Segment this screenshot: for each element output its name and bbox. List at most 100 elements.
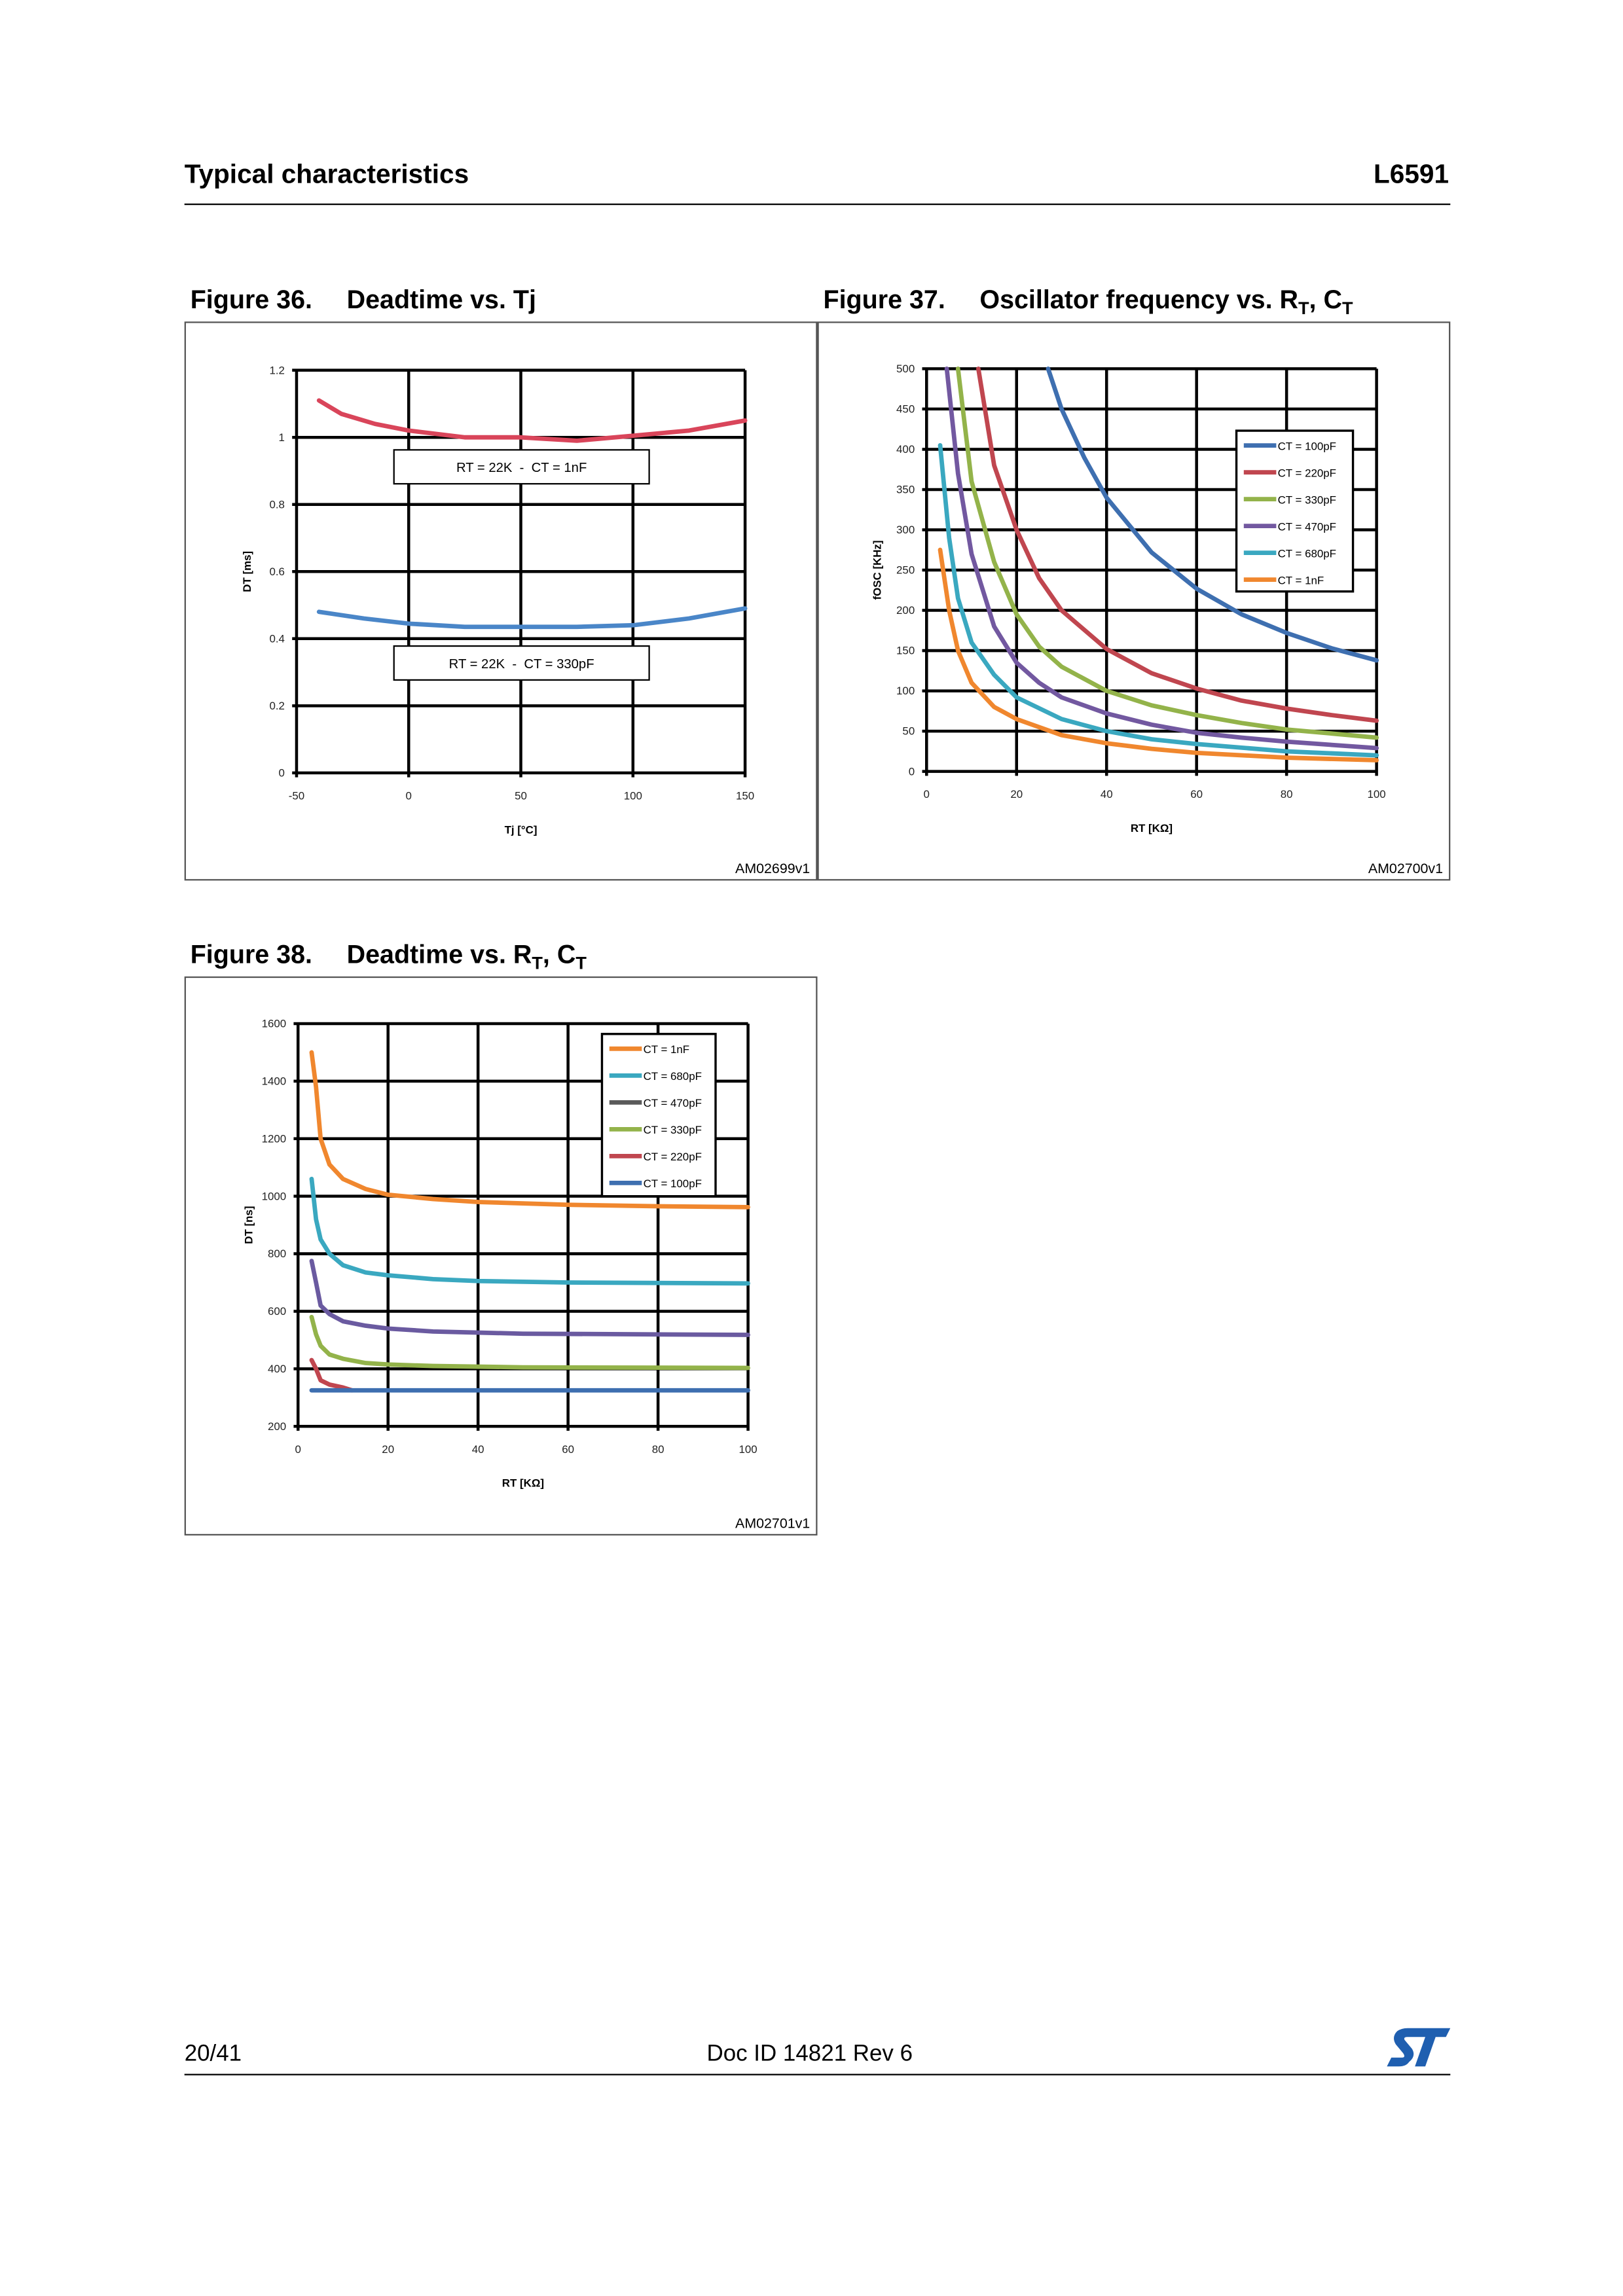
subscript: T [575,952,587,974]
x-tick-label: -50 [289,789,304,802]
series-line-ct-470pf [309,1259,750,1337]
annotation-label: RT = 22K - CT = 330pF [449,657,594,672]
y-tick-label: 100 [896,685,915,697]
legend-label: CT = 680pF [644,1070,702,1083]
y-tick-label: 150 [896,645,915,657]
y-tick-label: 1 [279,431,285,444]
annotation-label: RT = 22K - CT = 1nF [456,461,587,475]
x-tick-label: 40 [1101,788,1113,800]
x-tick-label: 100 [1368,788,1386,800]
x-tick-label: 80 [1281,788,1293,800]
subscript: T [1341,298,1353,319]
figure-36-chart: 0 0.2 0.4 0.6 0.8 1 1.2 -50 0 50 100 150 Tj [°C] DT [… [184,321,818,881]
figure-code: AM02699v1 [735,861,810,876]
figure-caption-part: , C [1309,284,1342,315]
x-axis-label: RT [KΩ] [1131,822,1173,834]
series-line-0 [316,398,748,443]
legend-label: CT = 220pF [644,1151,702,1163]
x-tick-label: 40 [472,1443,484,1456]
legend-label: CT = 330pF [1278,493,1336,506]
doc-id: Doc ID 14821 Rev 6 [706,2041,913,2067]
x-tick-label: 0 [406,789,412,802]
legend-label: CT = 100pF [644,1177,702,1190]
series-line-ct-330pf [309,1314,750,1371]
x-tick-label: 60 [1190,788,1203,800]
x-tick-label: 100 [739,1443,757,1456]
y-tick-label: 1600 [262,1018,287,1030]
series-line-ct-680pf [309,1176,750,1286]
legend-label: CT = 220pF [1278,467,1336,479]
y-tick-label: 250 [896,564,915,577]
figure-caption: Oscillator frequency vs. R [979,284,1298,315]
series-line-1 [316,606,748,630]
y-tick-label: 1000 [262,1190,287,1202]
x-tick-label: 60 [562,1443,574,1456]
legend-box [1235,429,1355,593]
figure-caption: Deadtime vs. R [346,939,532,969]
y-tick-label: 0.8 [269,498,284,511]
y-tick-label: 0.6 [269,565,284,578]
figure-number: Figure 38. [190,939,313,969]
y-axis-label: DT [ms] [241,551,253,592]
y-tick-label: 400 [268,1363,286,1375]
series-line-ct-330pf [955,367,1379,740]
x-tick-label: 20 [382,1443,394,1456]
x-tick-label: 150 [736,789,754,802]
y-tick-label: 0 [909,765,915,778]
subscript: T [1298,298,1309,319]
y-tick-label: 350 [896,484,915,496]
series-line-ct-100pf [1046,367,1379,663]
y-tick-label: 0.4 [269,632,284,645]
y-tick-label: 0 [279,767,285,780]
legend-label: CT = 470pF [1278,520,1336,533]
y-tick-label: 500 [896,363,915,375]
annotation-box [393,645,650,681]
x-tick-label: 100 [624,789,642,802]
y-tick-label: 400 [896,443,915,456]
legend-label: CT = 470pF [644,1097,702,1109]
y-tick-label: 1200 [262,1132,287,1145]
y-tick-label: 200 [268,1420,286,1433]
figure-37-title: Figure 37. Oscillator frequency vs. RT, C… [824,285,1353,319]
figure-caption: Deadtime vs. Tj [346,284,536,315]
series-line-ct-1nf [938,547,1379,762]
legend-label: CT = 330pF [644,1124,702,1136]
st-logo [1387,2028,1451,2067]
x-tick-label: 0 [295,1443,301,1456]
y-axis-label: DT [ns] [242,1206,255,1244]
series-line-ct-220pf [309,1357,355,1393]
x-tick-label: 20 [1010,788,1023,800]
y-tick-label: 200 [896,604,915,617]
x-axis-label: Tj [°C] [505,823,538,836]
x-tick-label: 80 [652,1443,665,1456]
figure-caption-part: , C [542,939,576,969]
figure-number: Figure 37. [823,284,945,315]
figure-code: AM02700v1 [1368,861,1443,876]
figure-code: AM02701v1 [735,1516,810,1532]
y-tick-label: 300 [896,524,915,536]
legend-label: CT = 100pF [1278,440,1336,452]
y-tick-label: 450 [896,403,915,416]
footer-rule [184,2073,1451,2075]
figure-37-chart: 0 50 100 150 200 250 300 350 400 450 500 0 20 40 60 80 1… [817,321,1451,881]
x-tick-label: 50 [515,789,527,802]
series-line-ct-680pf [938,442,1379,758]
y-axis-label: fOSC [KHz] [871,541,883,600]
oscillator-frequency-chart: 0 50 100 150 200 250 300 350 400 450 500 0 20 40 60 80 1… [871,363,1443,876]
y-tick-label: 0.2 [269,700,284,712]
series-line-ct-470pf [944,367,1379,751]
deadtime-vs-rt-chart: 200 400 600 800 1000 1200 1400 1600 0 20 40 60 80 100… [242,1018,810,1532]
figure-38-chart: 200 400 600 800 1000 1200 1400 1600 0 20 40 60 80 100… [184,976,818,1535]
deadtime-vs-tj-chart: 0 0.2 0.4 0.6 0.8 1 1.2 -50 0 50 100 150 Tj [°C] DT [… [241,364,810,876]
series-line-ct-1nf [309,1050,750,1210]
legend-label: CT = 1nF [1278,574,1324,586]
figure-36-title: Figure 36. Deadtime vs. Tj [191,285,536,315]
figure-number: Figure 36. [190,284,313,315]
x-axis-label: RT [KΩ] [502,1477,544,1490]
subscript: T [532,952,543,974]
legend-label: CT = 1nF [644,1043,690,1056]
part-number: L6591 [1373,159,1450,189]
y-tick-label: 800 [268,1247,286,1260]
y-tick-label: 1.2 [269,364,284,376]
page-number: 20/41 [184,2041,242,2067]
